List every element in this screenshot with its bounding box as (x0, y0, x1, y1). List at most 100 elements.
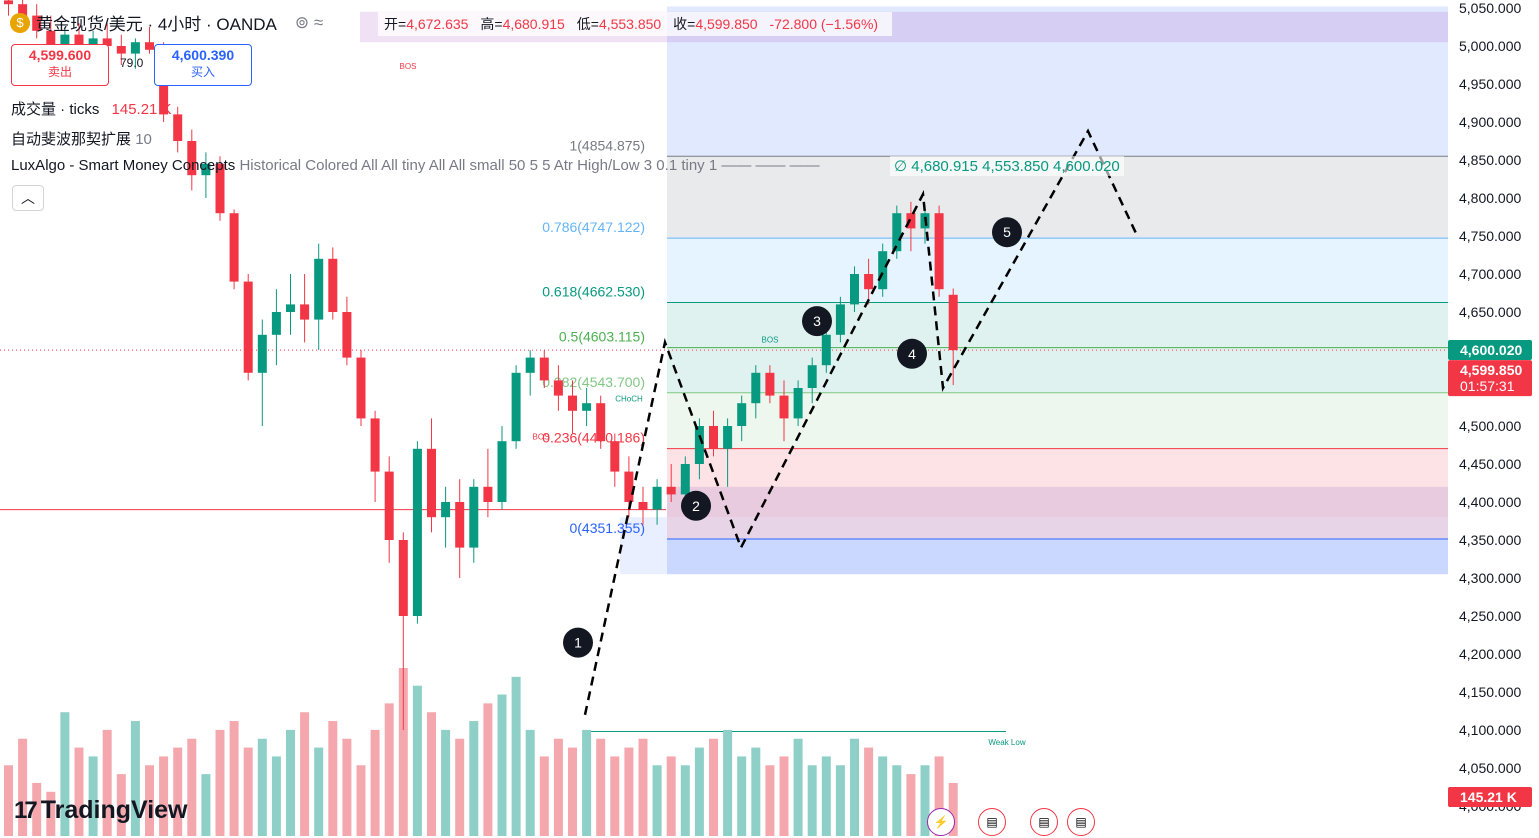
candle-body (455, 502, 465, 548)
open-label: 开= (384, 16, 407, 32)
volume-bar (342, 738, 352, 836)
us-flag-icon[interactable]: ▤ (1030, 808, 1058, 836)
price-tick-label: 4,050.000 (1459, 760, 1521, 776)
candle-body (525, 357, 535, 373)
fib-zone (667, 238, 1448, 303)
candle-body (229, 213, 239, 282)
volume-bar (215, 729, 225, 836)
wave-number: 4 (908, 346, 916, 362)
candle-body (864, 274, 874, 290)
volume-bar (624, 747, 634, 836)
lightning-icon[interactable]: ⚡ (927, 808, 955, 836)
volume-value: 145.21 K (111, 101, 172, 118)
buy-label: 买入 (190, 65, 215, 79)
collapse-legend-button[interactable]: ︿ (12, 185, 44, 211)
candle-body (596, 403, 606, 442)
price-tick-label: 4,200.000 (1459, 646, 1521, 662)
candle-body (370, 418, 380, 472)
wave-number: 1 (574, 635, 582, 651)
wave-marker (802, 306, 832, 337)
fib-zone (667, 538, 1448, 575)
volume-bar (680, 765, 690, 836)
sell-button[interactable]: 4,599.600 卖出 (11, 44, 109, 86)
candle-body (878, 251, 888, 290)
volume-bar (878, 756, 888, 836)
symbol-header[interactable]: $ 黄金现货/美元 · 4小时 · OANDA ⊚ ≈ (10, 10, 323, 35)
candle-body (187, 141, 197, 176)
volume-bar (229, 721, 239, 836)
candle-body (18, 4, 28, 16)
fib-level-label: 0.618(4662.530) (542, 283, 645, 299)
us-flag-icon[interactable]: ▤ (978, 808, 1006, 836)
volume-bar (4, 765, 13, 836)
smc-label: Weak Low (988, 738, 1025, 747)
volume-bar (610, 756, 620, 836)
volume-bar (356, 765, 366, 836)
price-tick-label: 4,400.000 (1459, 494, 1521, 510)
volume-bar (46, 791, 56, 836)
price-tick-label: 4,700.000 (1459, 266, 1521, 282)
volume-bar (582, 729, 592, 836)
candle-body (102, 38, 112, 46)
candle-body (32, 15, 42, 31)
wave-label-4: 4 (897, 338, 927, 369)
smc-label: BOS (762, 335, 779, 344)
volume-bar (18, 738, 28, 836)
volume-bar (638, 738, 648, 836)
candle-body (271, 312, 281, 335)
fib-level-label: 0.5(4603.115) (559, 329, 645, 345)
volume-legend[interactable]: 成交量 · ticks 145.21 K (11, 98, 172, 119)
wave-marker (681, 490, 711, 521)
fib-legend[interactable]: 自动斐波那契扩展 10 (11, 128, 152, 149)
us-flag-icon[interactable]: ▤ (1067, 808, 1095, 836)
watermark-text: TradingView (40, 796, 188, 824)
volume-bar (497, 694, 507, 836)
ohlc-readout: 开=4,672.635 高=4,680.915 低=4,553.850 收=4,… (378, 12, 893, 36)
sell-label: 卖出 (47, 65, 72, 79)
candle-body (342, 312, 352, 358)
price-tick-label: 4,900.000 (1459, 114, 1521, 130)
fib-level-label: 0(4351.355) (569, 520, 645, 536)
candle-body (412, 448, 422, 616)
volume-bar (835, 765, 845, 836)
candle-body (116, 46, 126, 54)
volume-bar (568, 747, 577, 836)
tradingview-watermark: 17 TradingView (14, 796, 188, 825)
price-tick-label: 4,650.000 (1459, 304, 1521, 320)
volume-bar (328, 721, 338, 836)
volume-bar (751, 747, 761, 836)
luxalgo-values: ∅ 4,680.915 4,553.850 4,600.020 (890, 156, 1124, 176)
smc-label: CHoCH (615, 395, 643, 404)
candle-body (511, 372, 521, 442)
compare-icon[interactable]: ⊚ ≈ (294, 12, 324, 32)
luxalgo-legend[interactable]: LuxAlgo - Smart Money Concepts Historica… (11, 157, 820, 174)
volume-bar (201, 774, 211, 836)
volume-bar (60, 712, 70, 836)
low-value: 4,553.850 (598, 16, 662, 32)
close-value: 4,599.850 (695, 16, 758, 32)
candle-body (723, 426, 733, 449)
candle-body (328, 258, 338, 312)
candle-body (300, 304, 310, 320)
volume-bar (652, 765, 662, 836)
low-label: 低= (576, 16, 599, 32)
candle-body (356, 357, 366, 419)
volume-bar (850, 738, 859, 836)
volume-bar (257, 738, 267, 836)
volume-bar (173, 747, 183, 836)
volume-bar (469, 721, 479, 836)
high-value: 4,680.915 (502, 16, 565, 32)
candle-body (582, 403, 592, 411)
volume-bar (441, 729, 451, 836)
smc-label: BOS (400, 62, 417, 71)
buy-button[interactable]: 4,600.390 买入 (154, 44, 252, 86)
price-badge-label: 4,600.020 (1460, 342, 1522, 358)
candle-body (145, 42, 154, 50)
volume-bar (864, 747, 874, 836)
volume-bar (145, 765, 154, 836)
candle-body (215, 163, 225, 214)
volume-bar (116, 774, 126, 836)
demand-zone (667, 486, 1448, 518)
candle-body (835, 304, 845, 335)
